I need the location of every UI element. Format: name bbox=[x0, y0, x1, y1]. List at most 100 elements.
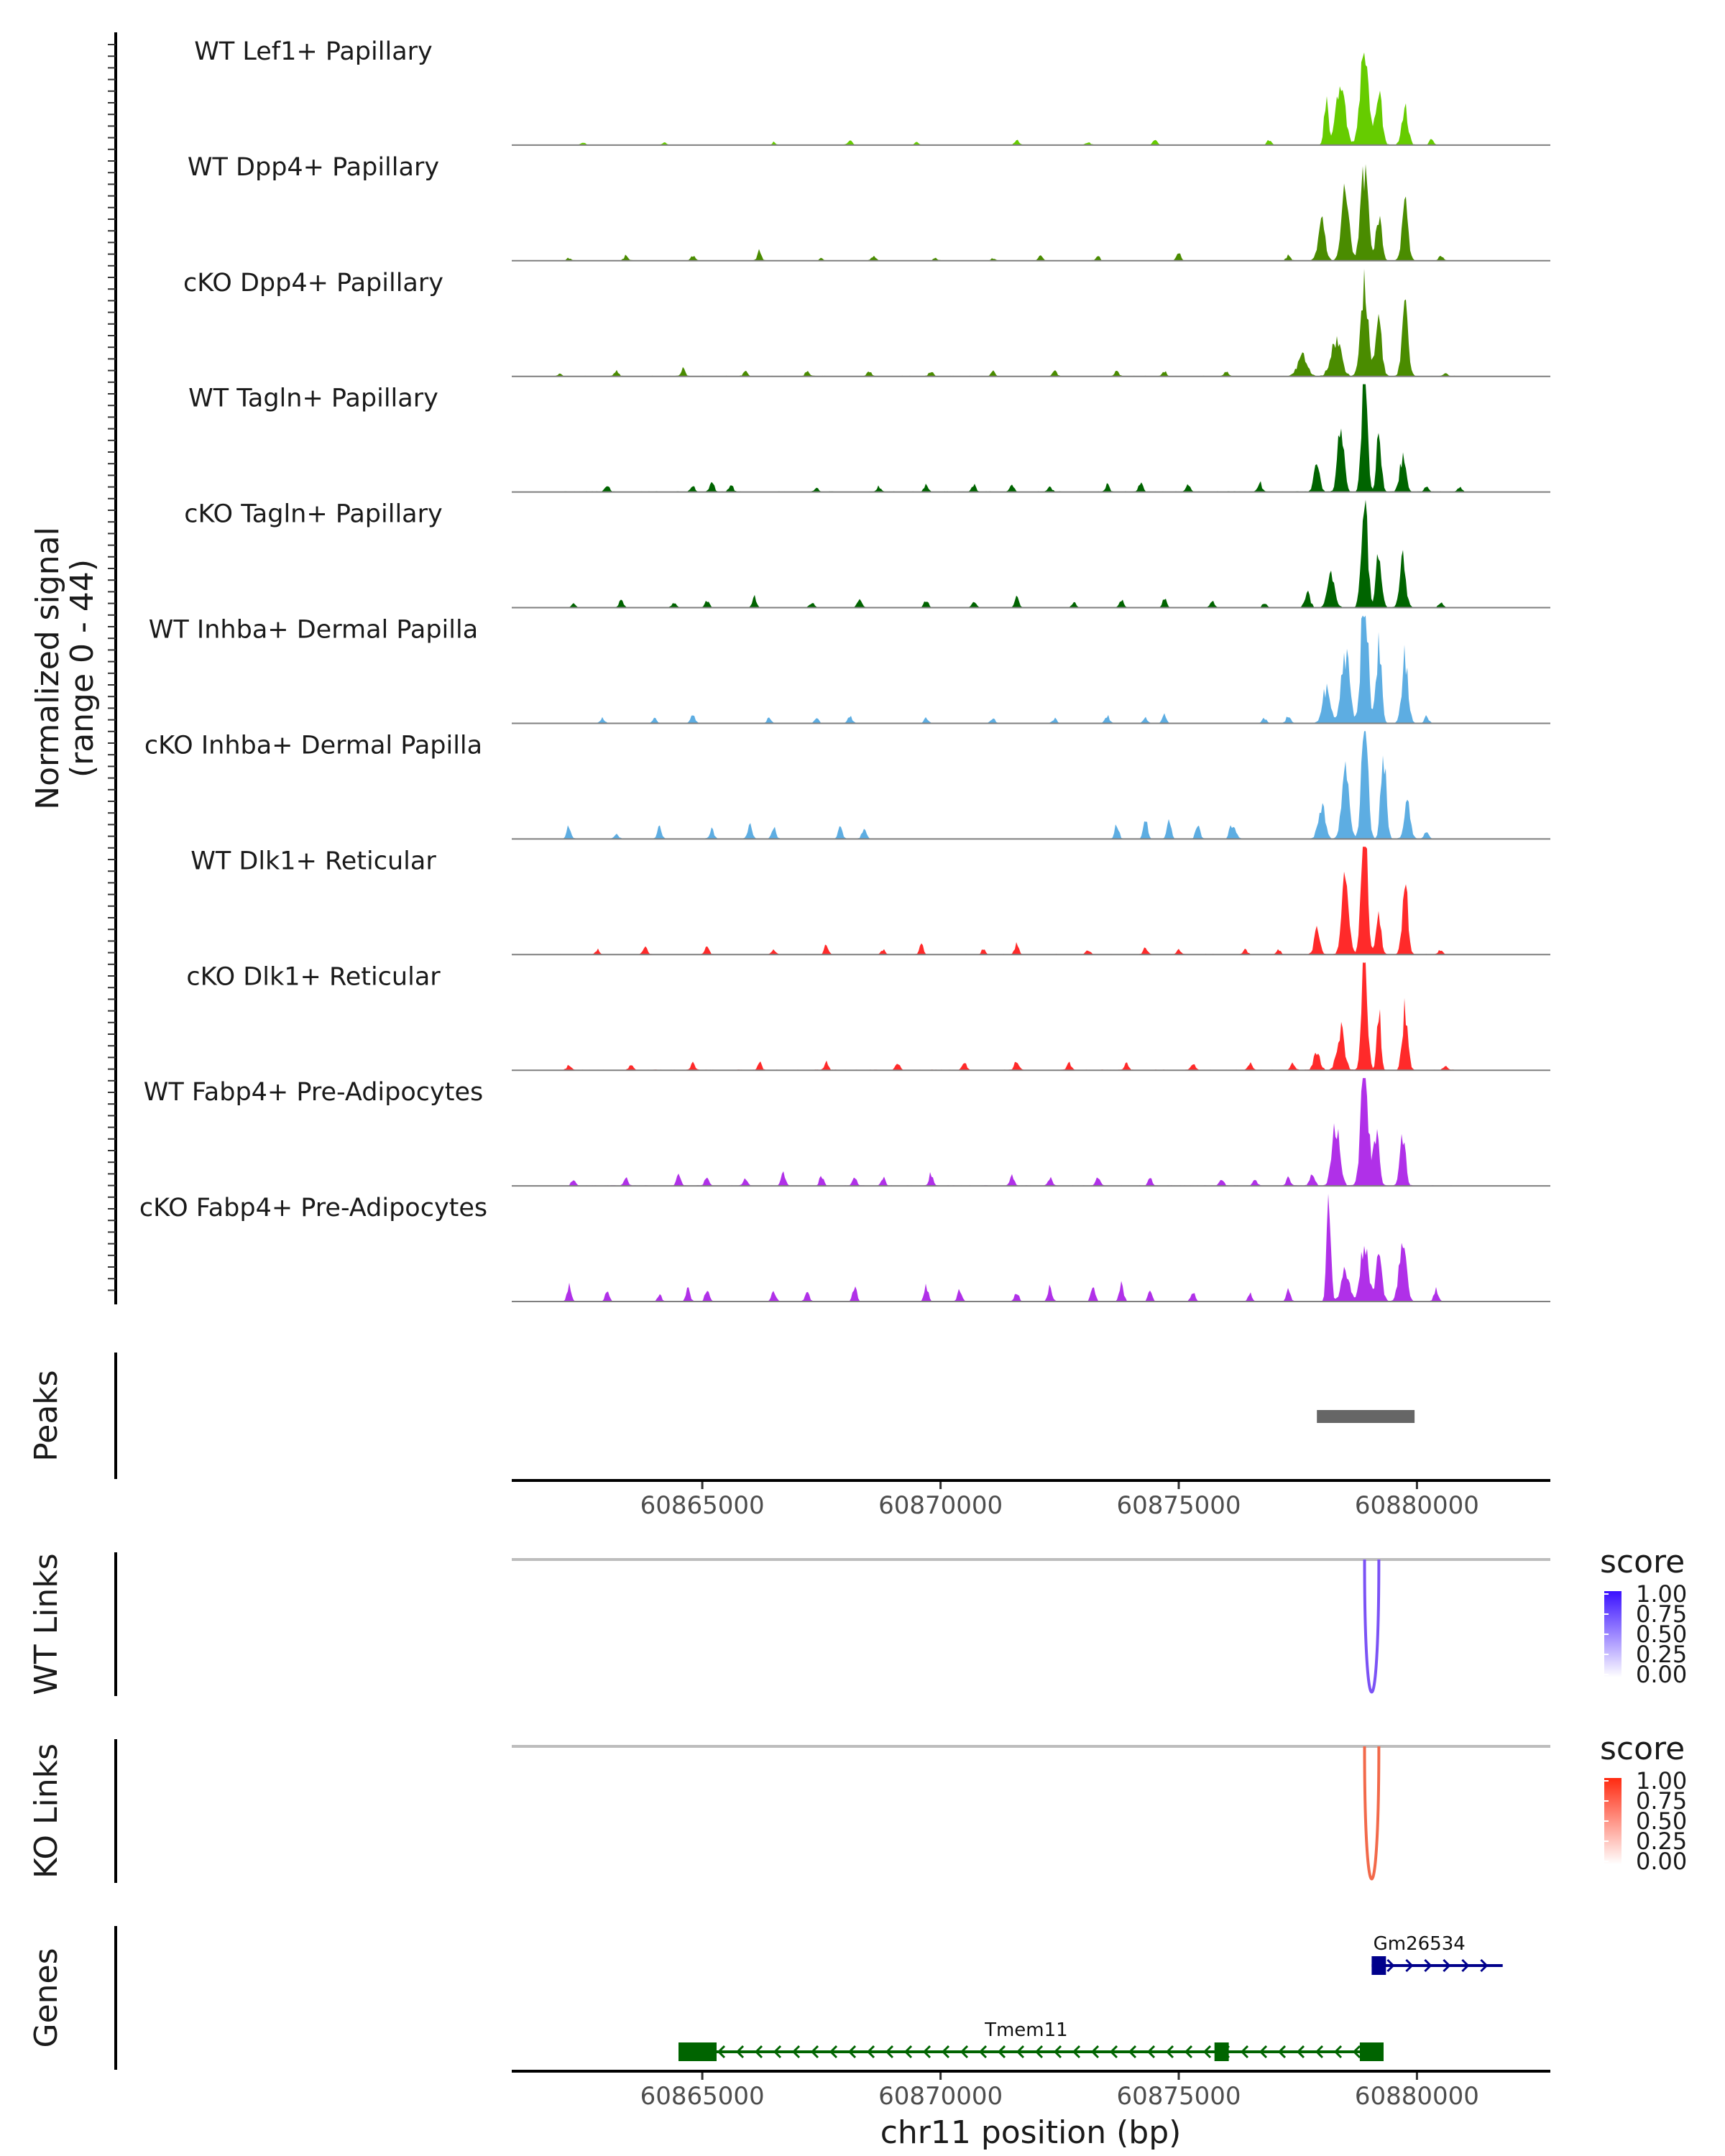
x-tick-label: 60865000 bbox=[640, 2082, 765, 2111]
legend-tick-label: 1.00 bbox=[1636, 1580, 1687, 1608]
strand-arrow bbox=[1352, 2045, 1361, 2059]
coverage-area bbox=[512, 1194, 1550, 1302]
strand-arrow bbox=[978, 2045, 988, 2059]
legend-tick-label: 0.75 bbox=[1636, 1787, 1687, 1815]
strand-arrow bbox=[1405, 1958, 1414, 1973]
strand-arrow bbox=[1315, 2045, 1324, 2059]
coverage-track: cKO Tagln+ Papillary bbox=[184, 499, 1550, 609]
strand-arrow bbox=[866, 2045, 875, 2059]
x-tick-label: 60880000 bbox=[1355, 2082, 1479, 2111]
coverage-track: WT Fabp4+ Pre-Adipocytes bbox=[144, 1078, 1550, 1187]
coverage-track: cKO Inhba+ Dermal Papilla bbox=[144, 731, 1550, 840]
coverage-y-axis-title: Normalized signal bbox=[29, 527, 66, 810]
strand-arrow bbox=[773, 2045, 782, 2059]
peaks-x-axis-ticks: 60865000 60870000 60875000 60880000 bbox=[640, 1482, 1479, 1520]
legend-title: score bbox=[1600, 1731, 1685, 1767]
peaks-panel-title: Peaks bbox=[28, 1370, 65, 1461]
coverage-track: WT Dpp4+ Papillary bbox=[188, 153, 1550, 262]
strand-arrow bbox=[922, 2045, 932, 2059]
coverage-area bbox=[512, 847, 1550, 955]
coverage-area bbox=[512, 1078, 1550, 1187]
legend-tick-label: 0.00 bbox=[1636, 1848, 1687, 1875]
legend-tick-label: 0.25 bbox=[1636, 1828, 1687, 1855]
track-label: WT Dpp4+ Papillary bbox=[188, 153, 439, 182]
gene-exon bbox=[1371, 1956, 1386, 1975]
strand-arrow bbox=[885, 2045, 894, 2059]
gene-label: Tmem11 bbox=[984, 2019, 1068, 2041]
strand-arrow bbox=[941, 2045, 950, 2059]
coverage-area bbox=[512, 962, 1550, 1071]
coverage-area bbox=[512, 384, 1550, 492]
legend-tick-label: 1.00 bbox=[1636, 1767, 1687, 1795]
strand-arrow bbox=[1184, 2045, 1193, 2059]
track-label: WT Dlk1+ Reticular bbox=[190, 847, 436, 875]
wt-links-title: WT Links bbox=[28, 1553, 65, 1695]
strand-arrow bbox=[1109, 2045, 1118, 2059]
track-label: WT Fabp4+ Pre-Adipocytes bbox=[144, 1078, 483, 1107]
strand-arrow bbox=[1034, 2045, 1044, 2059]
strand-arrow bbox=[1386, 1958, 1395, 1973]
strand-arrow bbox=[960, 2045, 969, 2059]
strand-arrow bbox=[997, 2045, 1006, 2059]
x-tick-label: 60875000 bbox=[1116, 1491, 1241, 1520]
strand-arrow bbox=[717, 2045, 726, 2059]
wt-link-arc bbox=[1363, 1559, 1381, 1694]
coverage-track: WT Inhba+ Dermal Papilla bbox=[149, 615, 1550, 724]
strand-arrow bbox=[1333, 2045, 1343, 2059]
strand-arrow bbox=[810, 2045, 819, 2059]
ko-link-arc bbox=[1363, 1746, 1381, 1881]
strand-arrow bbox=[1461, 1958, 1470, 1973]
peak-regions bbox=[1317, 1410, 1415, 1423]
coverage-area bbox=[512, 268, 1550, 377]
strand-arrow bbox=[1296, 2045, 1305, 2059]
strand-arrow bbox=[1480, 1958, 1489, 1973]
coverage-area bbox=[512, 615, 1550, 724]
gene-exon bbox=[678, 2042, 717, 2061]
strand-arrow bbox=[1443, 1958, 1451, 1973]
track-label: cKO Tagln+ Papillary bbox=[184, 500, 443, 529]
gene-model: Tmem11 bbox=[678, 2019, 1384, 2061]
strand-arrow bbox=[1259, 2045, 1268, 2059]
legend-tick-label: 0.50 bbox=[1636, 1621, 1687, 1648]
genes-panel: Genes Gm26534 Tmem11 60865000 60870000 6087… bbox=[28, 1926, 1550, 2151]
gene-exon bbox=[1214, 2042, 1229, 2061]
strand-arrow bbox=[847, 2045, 857, 2059]
strand-arrow bbox=[1165, 2045, 1174, 2059]
coverage-track: WT Lef1+ Papillary bbox=[194, 37, 1550, 146]
strand-arrow bbox=[829, 2045, 838, 2059]
track-label: WT Tagln+ Papillary bbox=[188, 384, 438, 413]
coverage-y-axis-ticks bbox=[108, 44, 116, 1291]
x-tick-label: 60865000 bbox=[640, 1491, 765, 1520]
gene-exon bbox=[1359, 2042, 1384, 2061]
coverage-area bbox=[512, 499, 1550, 608]
x-tick-label: 60870000 bbox=[878, 1491, 1003, 1520]
strand-arrow bbox=[1277, 2045, 1287, 2059]
coverage-track: WT Tagln+ Papillary bbox=[188, 384, 1550, 493]
peak-region bbox=[1317, 1410, 1415, 1423]
strand-arrow bbox=[1016, 2045, 1025, 2059]
strand-arrow bbox=[1424, 1958, 1432, 1973]
strand-arrow bbox=[1128, 2045, 1137, 2059]
coverage-y-axis: Normalized signal (range 0 - 44) bbox=[29, 32, 117, 1304]
track-label: cKO Dpp4+ Papillary bbox=[183, 269, 443, 298]
x-tick-label: 60870000 bbox=[878, 2082, 1003, 2111]
peaks-panel: Peaks 60865000 60870000 60875000 60880000 bbox=[28, 1353, 1550, 1520]
coverage-track: cKO Dlk1+ Reticular bbox=[186, 962, 1550, 1072]
x-tick-label: 60880000 bbox=[1355, 1491, 1479, 1520]
track-label: WT Lef1+ Papillary bbox=[194, 37, 433, 66]
track-label: WT Inhba+ Dermal Papilla bbox=[149, 616, 478, 645]
strand-arrow bbox=[754, 2045, 763, 2059]
x-axis-title: chr11 position (bp) bbox=[880, 2114, 1182, 2151]
track-label: cKO Inhba+ Dermal Papilla bbox=[144, 732, 482, 760]
genes-title: Genes bbox=[28, 1948, 65, 2047]
coverage-tracks: WT Lef1+ Papillary WT Dpp4+ Papillary cKO … bbox=[139, 37, 1550, 1302]
coverage-area bbox=[512, 164, 1550, 261]
legend-tick-label: 0.00 bbox=[1636, 1661, 1687, 1688]
legend-tick-label: 0.75 bbox=[1636, 1600, 1687, 1628]
coverage-track: cKO Dpp4+ Papillary bbox=[183, 268, 1550, 377]
coverage-area bbox=[512, 731, 1550, 839]
